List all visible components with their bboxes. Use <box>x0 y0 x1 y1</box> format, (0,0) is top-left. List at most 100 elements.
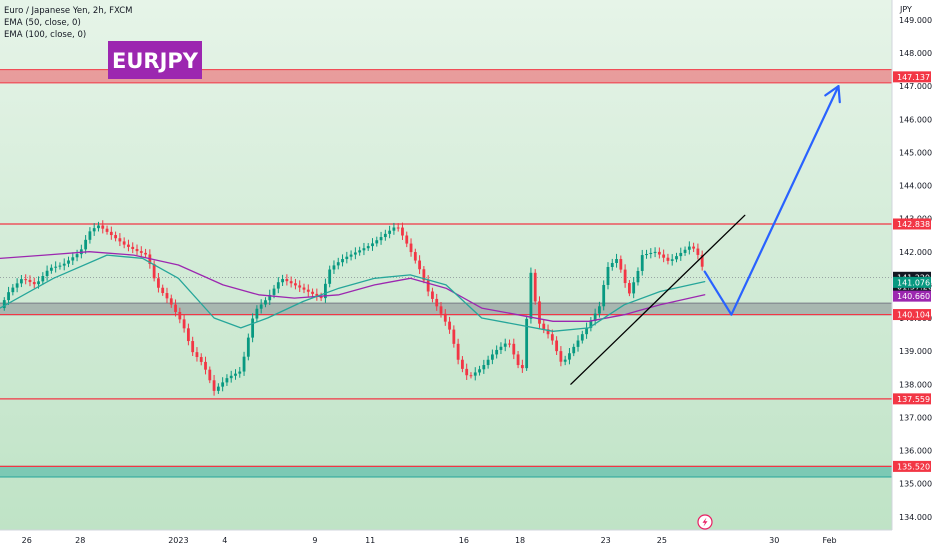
candle[interactable] <box>602 284 606 307</box>
candle[interactable] <box>490 354 494 360</box>
candle[interactable] <box>679 252 683 257</box>
candle[interactable] <box>221 382 225 387</box>
candle[interactable] <box>512 343 516 355</box>
candle[interactable] <box>71 257 75 261</box>
candle[interactable] <box>345 256 349 260</box>
candle[interactable] <box>298 285 302 288</box>
candle[interactable] <box>559 351 563 362</box>
candle[interactable] <box>127 244 130 247</box>
candle[interactable] <box>426 280 430 292</box>
candle[interactable] <box>37 281 40 285</box>
candle[interactable] <box>161 287 165 294</box>
candle[interactable] <box>443 313 447 322</box>
candle[interactable] <box>264 300 267 305</box>
candle[interactable] <box>49 267 53 271</box>
candle[interactable] <box>516 354 520 366</box>
trendline[interactable] <box>570 214 746 385</box>
candle[interactable] <box>174 304 177 312</box>
candle[interactable] <box>328 269 332 284</box>
candle[interactable] <box>285 279 289 282</box>
candle[interactable] <box>589 320 593 328</box>
candle[interactable] <box>533 272 537 302</box>
candle[interactable] <box>135 249 139 252</box>
candle[interactable] <box>75 254 79 258</box>
candle[interactable] <box>195 352 199 358</box>
candle[interactable] <box>546 329 550 335</box>
candle[interactable] <box>152 264 156 279</box>
candle[interactable] <box>653 251 657 253</box>
candle[interactable] <box>366 246 370 249</box>
candle[interactable] <box>473 372 477 376</box>
candle[interactable] <box>379 237 383 241</box>
candle[interactable] <box>311 291 314 294</box>
candle[interactable] <box>542 323 546 330</box>
candle[interactable] <box>15 283 19 288</box>
candle[interactable] <box>615 259 618 264</box>
candle[interactable] <box>388 230 392 234</box>
candle[interactable] <box>636 270 640 283</box>
candle[interactable] <box>118 238 122 242</box>
candle[interactable] <box>11 287 15 293</box>
candle[interactable] <box>32 282 36 285</box>
candle[interactable] <box>302 287 306 290</box>
candle[interactable] <box>268 294 272 301</box>
candle[interactable] <box>418 260 421 270</box>
candle[interactable] <box>225 378 229 383</box>
candle[interactable] <box>58 265 62 267</box>
candle[interactable] <box>576 340 580 347</box>
candle[interactable] <box>405 235 409 244</box>
candle[interactable] <box>640 255 644 271</box>
candle[interactable] <box>649 252 653 255</box>
candle[interactable] <box>555 340 559 352</box>
candle[interactable] <box>413 252 417 261</box>
candle[interactable] <box>122 241 126 245</box>
candle[interactable] <box>465 368 469 376</box>
candle[interactable] <box>452 329 456 344</box>
candle[interactable] <box>353 252 357 255</box>
candle[interactable] <box>67 260 70 264</box>
candle[interactable] <box>585 327 588 335</box>
candle[interactable] <box>448 321 451 330</box>
candle[interactable] <box>272 288 276 295</box>
candle[interactable] <box>662 254 666 258</box>
candle[interactable] <box>508 343 511 345</box>
candle[interactable] <box>623 269 627 284</box>
candle[interactable] <box>362 248 366 251</box>
candle[interactable] <box>538 301 541 324</box>
candle[interactable] <box>563 359 567 362</box>
candle[interactable] <box>606 266 610 285</box>
candle[interactable] <box>371 243 374 247</box>
candle[interactable] <box>619 259 623 270</box>
candle[interactable] <box>610 263 614 267</box>
candle[interactable] <box>165 293 169 299</box>
candle[interactable] <box>242 356 246 372</box>
candle[interactable] <box>396 227 400 229</box>
candle[interactable] <box>324 283 327 299</box>
symbol-title[interactable]: Euro / Japanese Yen, 2h, FXCM <box>4 6 132 16</box>
candle[interactable] <box>204 361 207 370</box>
candle[interactable] <box>97 225 100 229</box>
candle[interactable] <box>199 357 203 362</box>
candle[interactable] <box>281 279 284 283</box>
candle[interactable] <box>294 283 297 286</box>
ema-100-legend[interactable]: EMA (100, close, 0) <box>4 30 86 40</box>
candle[interactable] <box>92 228 96 232</box>
candle[interactable] <box>499 346 503 350</box>
candle[interactable] <box>683 249 687 253</box>
projection-arrow[interactable] <box>703 84 840 316</box>
candle[interactable] <box>105 228 109 232</box>
candle[interactable] <box>101 225 105 229</box>
candle[interactable] <box>349 254 353 257</box>
candle[interactable] <box>632 282 636 294</box>
candle[interactable] <box>431 291 434 299</box>
candle[interactable] <box>568 353 571 360</box>
candle[interactable] <box>456 343 460 360</box>
candle[interactable] <box>435 298 439 307</box>
candle[interactable] <box>62 263 66 266</box>
candle[interactable] <box>645 254 648 256</box>
candle[interactable] <box>289 281 293 284</box>
candle[interactable] <box>503 343 507 347</box>
ema-100-line[interactable] <box>0 251 706 322</box>
candle[interactable] <box>306 289 310 292</box>
